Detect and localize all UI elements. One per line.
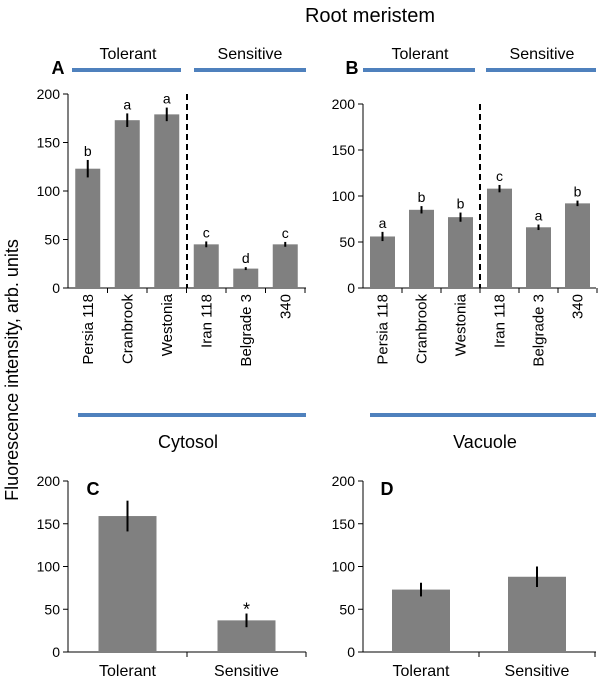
panel-d-y-tick-label: 150 [332,516,356,532]
panel-b-bar [487,188,512,288]
panel-a-letter: A [52,58,65,78]
panel-b-significance-label: a [535,208,543,224]
panel-a-bar [272,244,298,288]
panel-a-y-tick-label: 150 [37,135,61,151]
panel-d-y-tick-label: 200 [332,473,356,489]
panel-a-x-tick-label: Cranbrook [119,294,136,365]
panel-b-significance-label: a [379,215,387,231]
panel-a-significance-label: d [242,250,250,266]
panel-a-bar [154,114,180,289]
panel-b-y-tick-label: 50 [339,234,355,250]
panel-c-bar [98,516,157,652]
cytosol-section-title: Cytosol [158,432,218,452]
panel-a-significance-label: b [84,143,92,159]
panel-a-tolerant-header: Tolerant [100,46,157,63]
panel-a-x-tick-label: Iran 118 [198,294,215,348]
panel-b-significance-label: c [496,168,503,184]
panel-b-y-tick-label: 200 [332,96,356,112]
figure-title: Root meristem [305,5,435,27]
panel-c-significance-label: * [243,600,250,620]
panel-c-y-tick-label: 0 [52,644,60,660]
panel-a-significance-label: a [123,96,131,112]
panel-b-bar [448,217,473,288]
panel-d-bar [392,589,450,652]
panel-c-letter: C [87,479,100,499]
panel-d-y-tick-label: 50 [339,601,355,617]
panel-a-bar [193,244,219,288]
panel-d-x-tick-label: Tolerant [393,663,450,680]
panel-c-y-tick-label: 150 [37,516,61,532]
panel-c-y-tick-label: 200 [37,473,61,489]
panel-b-bar [565,203,590,288]
panel-b-significance-label: b [574,184,582,200]
vacuole-section-title: Vacuole [453,432,517,452]
panel-c-y-tick-label: 50 [44,601,60,617]
y-axis-label: Fluorescence intensity, arb. units [2,239,22,501]
panel-b-sensitive-header: Sensitive [510,46,575,63]
panel-a-y-tick-label: 50 [44,232,60,248]
panel-a-bar [75,168,101,288]
panel-b-bar [526,227,551,288]
panel-b-x-tick-label: Iran 118 [492,294,509,348]
panel-a-x-tick-label: 340 [277,294,294,319]
panel-a-significance-label: a [163,91,171,107]
panel-b-x-tick-label: Westonia [453,293,470,356]
panel-b-bar [409,209,434,288]
panel-a-sensitive-header: Sensitive [218,46,283,63]
panel-c-x-tick-label: Tolerant [99,663,156,680]
panel-b-x-tick-label: 340 [570,294,587,319]
panel-b-x-tick-label: Persia 118 [375,294,392,365]
panel-b-y-tick-label: 150 [332,142,356,158]
panel-a-y-tick-label: 0 [52,280,60,296]
panel-b-significance-label: b [457,196,465,212]
panel-a-x-tick-label: Belgrade 3 [238,294,255,367]
panel-b-bar [370,236,395,288]
panel-d-y-tick-label: 100 [332,559,356,575]
panel-b-y-tick-label: 100 [332,188,356,204]
panel-b-y-tick-label: 0 [347,280,355,296]
panel-d-bar [508,576,566,652]
panel-d-letter: D [381,479,394,499]
panel-b-x-tick-label: Cranbrook [414,294,431,365]
panel-a-significance-label: c [282,225,289,241]
panel-b-x-tick-label: Belgrade 3 [531,294,548,367]
panel-a-significance-label: c [203,224,210,240]
panel-a-y-tick-label: 200 [37,86,61,102]
panel-d-x-tick-label: Sensitive [505,663,570,680]
panel-a-x-tick-label: Persia 118 [80,294,97,365]
panel-a-y-tick-label: 100 [37,183,61,199]
panel-a-bar [233,268,259,288]
panel-a-x-tick-label: Westonia [159,293,176,356]
panel-c-y-tick-label: 100 [37,559,61,575]
panel-b-tolerant-header: Tolerant [392,46,449,63]
panel-c-x-tick-label: Sensitive [214,663,279,680]
panel-d-y-tick-label: 0 [347,644,355,660]
panel-b-letter: B [346,58,359,78]
panel-a-bar [114,120,140,288]
panel-b-significance-label: b [418,189,426,205]
charts: A 0 50 100 150 200 b Persia 118 a Cranbrook a Westo… [37,58,598,680]
